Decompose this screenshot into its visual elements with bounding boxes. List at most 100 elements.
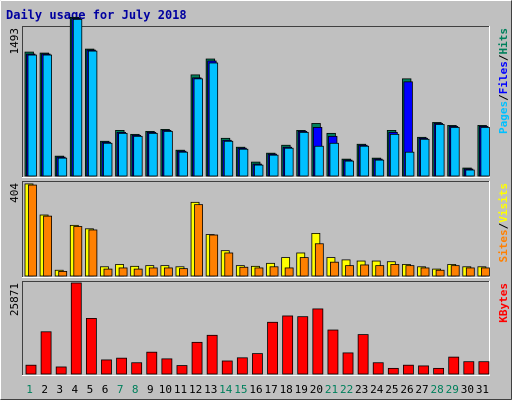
legend-item-sites: Sites [497, 229, 510, 262]
bar-kbytes-day-22 [342, 352, 354, 375]
bar-pages-day-30 [465, 169, 475, 177]
bar-kbytes-day-15 [236, 357, 248, 375]
x-tick-label-day-18: 18 [280, 383, 293, 396]
legend-item-kbytes: KBytes [497, 283, 510, 323]
bar-pages-day-12 [193, 78, 203, 177]
bar-kbytes-day-5 [85, 318, 97, 375]
bar-sites-day-5 [88, 229, 98, 277]
x-tick-label-day-14: 14 [219, 383, 233, 396]
bar-kbytes-day-9 [146, 351, 158, 375]
legend-separator: / [497, 54, 510, 61]
bar-pages-day-14 [223, 140, 234, 177]
bar-sites-day-24 [375, 265, 385, 277]
bar-sites-day-28 [435, 269, 445, 277]
panel-visits-sites: 404 Sites/Visits [8, 181, 510, 278]
bar-sites-day-8 [133, 268, 143, 277]
bar-kbytes-day-27 [418, 365, 429, 375]
y-max-label: 404 [8, 183, 21, 203]
bar-pages-day-22 [344, 160, 354, 177]
bar-kbytes-day-24 [372, 362, 384, 375]
bar-kbytes-day-11 [176, 365, 188, 375]
bar-kbytes-day-25 [387, 367, 399, 375]
legend-item-pages: Pages [497, 101, 510, 134]
legend-item-visits: Visits [497, 183, 510, 223]
bar-sites-day-30 [465, 267, 475, 277]
bar-pages-day-31 [480, 127, 490, 177]
x-tick-label-day-2: 2 [41, 383, 48, 396]
bar-pages-day-18 [284, 147, 294, 177]
legend-kbytes: KBytes [497, 283, 510, 323]
bar-pages-day-11 [178, 151, 188, 177]
x-tick-label-day-5: 5 [87, 383, 94, 396]
bar-kbytes-day-12 [191, 341, 203, 375]
bar-kbytes-day-21 [327, 329, 339, 375]
bar-sites-day-20 [314, 243, 324, 277]
panel-kbytes: 25871 KBytes [8, 281, 510, 376]
bar-kbytes-day-20 [312, 308, 324, 375]
bar-kbytes-day-13 [206, 334, 218, 375]
bar-sites-day-12 [194, 204, 203, 277]
bar-sites-day-16 [254, 267, 264, 277]
bar-pages-day-26 [405, 151, 415, 177]
bar-pages-day-16 [254, 164, 264, 177]
x-tick-label-day-15: 15 [234, 383, 247, 396]
bar-pages-day-6 [103, 142, 113, 177]
bar-sites-day-27 [420, 267, 430, 277]
legend-hits-files-pages: Pages/Files/Hits [497, 28, 510, 134]
bar-sites-day-17 [269, 266, 279, 277]
bar-pages-day-29 [450, 127, 460, 177]
bar-kbytes-day-3 [55, 366, 67, 375]
bar-kbytes-day-8 [131, 362, 143, 375]
chart-title: Daily usage for July 2018 [6, 8, 187, 22]
x-tick-label-day-21: 21 [325, 383, 338, 396]
bar-kbytes-day-17 [267, 321, 278, 375]
bar-kbytes-day-31 [478, 361, 490, 375]
legend-separator: / [497, 94, 510, 101]
series-kbytes [25, 282, 490, 375]
bar-sites-day-3 [58, 270, 68, 277]
x-axis-day-labels: 1 2 3 4 5 6 7 8 9 10 11 12 13 14 15 16 17 18 19 20 21 22 23 24 2… [26, 383, 489, 396]
bar-sites-day-10 [163, 267, 173, 277]
bar-pages-day-24 [374, 159, 385, 177]
bar-pages-day-17 [269, 154, 279, 177]
x-tick-label-day-11: 11 [174, 383, 187, 396]
legend-separator: / [497, 222, 510, 229]
x-tick-label-day-4: 4 [72, 383, 79, 396]
bar-sites-day-7 [118, 267, 128, 277]
bar-pages-day-27 [420, 138, 430, 177]
bar-sites-day-13 [209, 234, 219, 277]
legend-item-hits: Hits [497, 28, 510, 55]
legend-item-files: Files [497, 61, 510, 94]
bar-pages-day-7 [118, 132, 128, 177]
bar-kbytes-day-18 [282, 315, 294, 375]
x-tick-label-day-20: 20 [310, 383, 323, 396]
series-sites [28, 184, 490, 277]
bar-pages-day-21 [329, 142, 339, 177]
bar-pages-day-9 [148, 132, 158, 177]
x-tick-label-day-24: 24 [370, 383, 384, 396]
legend-visits-sites: Sites/Visits [497, 183, 510, 263]
bar-sites-day-26 [405, 265, 415, 277]
x-tick-label-day-26: 26 [400, 383, 413, 396]
bar-sites-day-1 [28, 184, 37, 277]
bar-sites-day-15 [239, 266, 249, 277]
x-tick-label-day-30: 30 [461, 383, 474, 396]
bar-sites-day-25 [390, 264, 400, 277]
bar-sites-day-2 [43, 215, 52, 277]
x-tick-label-day-17: 17 [264, 383, 277, 396]
bar-kbytes-day-16 [252, 353, 263, 375]
bar-sites-day-29 [450, 265, 460, 277]
bar-pages-day-28 [435, 124, 445, 177]
bar-kbytes-day-30 [463, 361, 475, 375]
x-tick-label-day-13: 13 [204, 383, 217, 396]
bar-kbytes-day-29 [448, 356, 460, 375]
bar-pages-day-1 [27, 54, 37, 177]
chart-panels: 1493Pages/Files/Hits404Sites/Visits25871… [8, 16, 510, 376]
bar-pages-day-19 [299, 131, 309, 177]
bar-kbytes-day-23 [357, 334, 369, 375]
bar-kbytes-day-1 [25, 364, 37, 375]
bar-kbytes-day-4 [70, 282, 82, 375]
bar-kbytes-day-28 [433, 367, 445, 375]
bar-pages-day-3 [57, 157, 68, 177]
